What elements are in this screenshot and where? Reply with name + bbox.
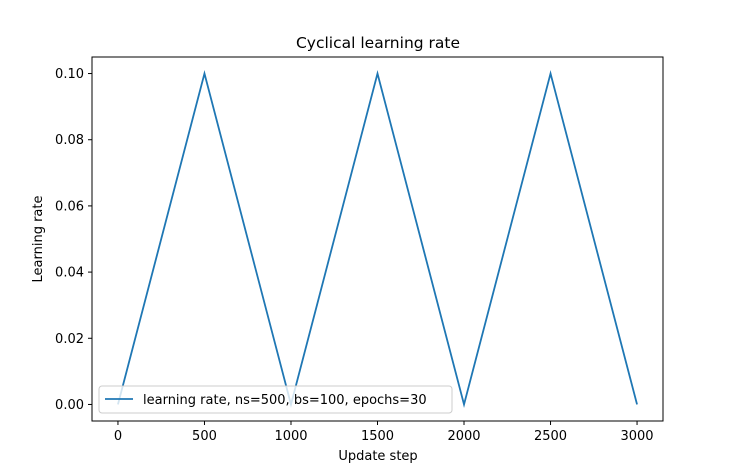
x-tick-label: 2000 [447, 429, 480, 444]
y-axis-label: Learning rate [31, 196, 46, 283]
plot-frame [91, 56, 664, 422]
series-layer [117, 69, 638, 409]
y-tick-label: 0.04 [55, 266, 84, 281]
series-line-0 [117, 69, 638, 409]
x-tick-label: 0 [114, 429, 122, 444]
y-tick-label: 0.10 [55, 67, 84, 82]
x-tick-label: 3000 [620, 429, 653, 444]
x-axis: 0 500 1000 1500 2000 2500 3000 [114, 421, 654, 444]
legend: learning rate, ns=500, bs=100, epochs=30 [98, 385, 453, 414]
legend-box [98, 385, 453, 414]
y-tick-label: 0.02 [55, 332, 84, 347]
x-tick-label: 1000 [274, 429, 307, 444]
y-tick-label: 0.08 [55, 133, 84, 148]
y-tick-label: 0.00 [55, 398, 84, 413]
x-tick-label: 500 [192, 429, 217, 444]
y-tick-label: 0.06 [55, 199, 84, 214]
x-axis-label: Update step [338, 449, 417, 464]
y-axis: 0.00 0.02 0.04 0.06 0.08 0.10 [55, 67, 92, 413]
x-tick-label: 2500 [534, 429, 567, 444]
legend-label: learning rate, ns=500, bs=100, epochs=30 [143, 393, 427, 408]
x-tick-label: 1500 [361, 429, 394, 444]
chart-title: Cyclical learning rate [296, 34, 460, 52]
